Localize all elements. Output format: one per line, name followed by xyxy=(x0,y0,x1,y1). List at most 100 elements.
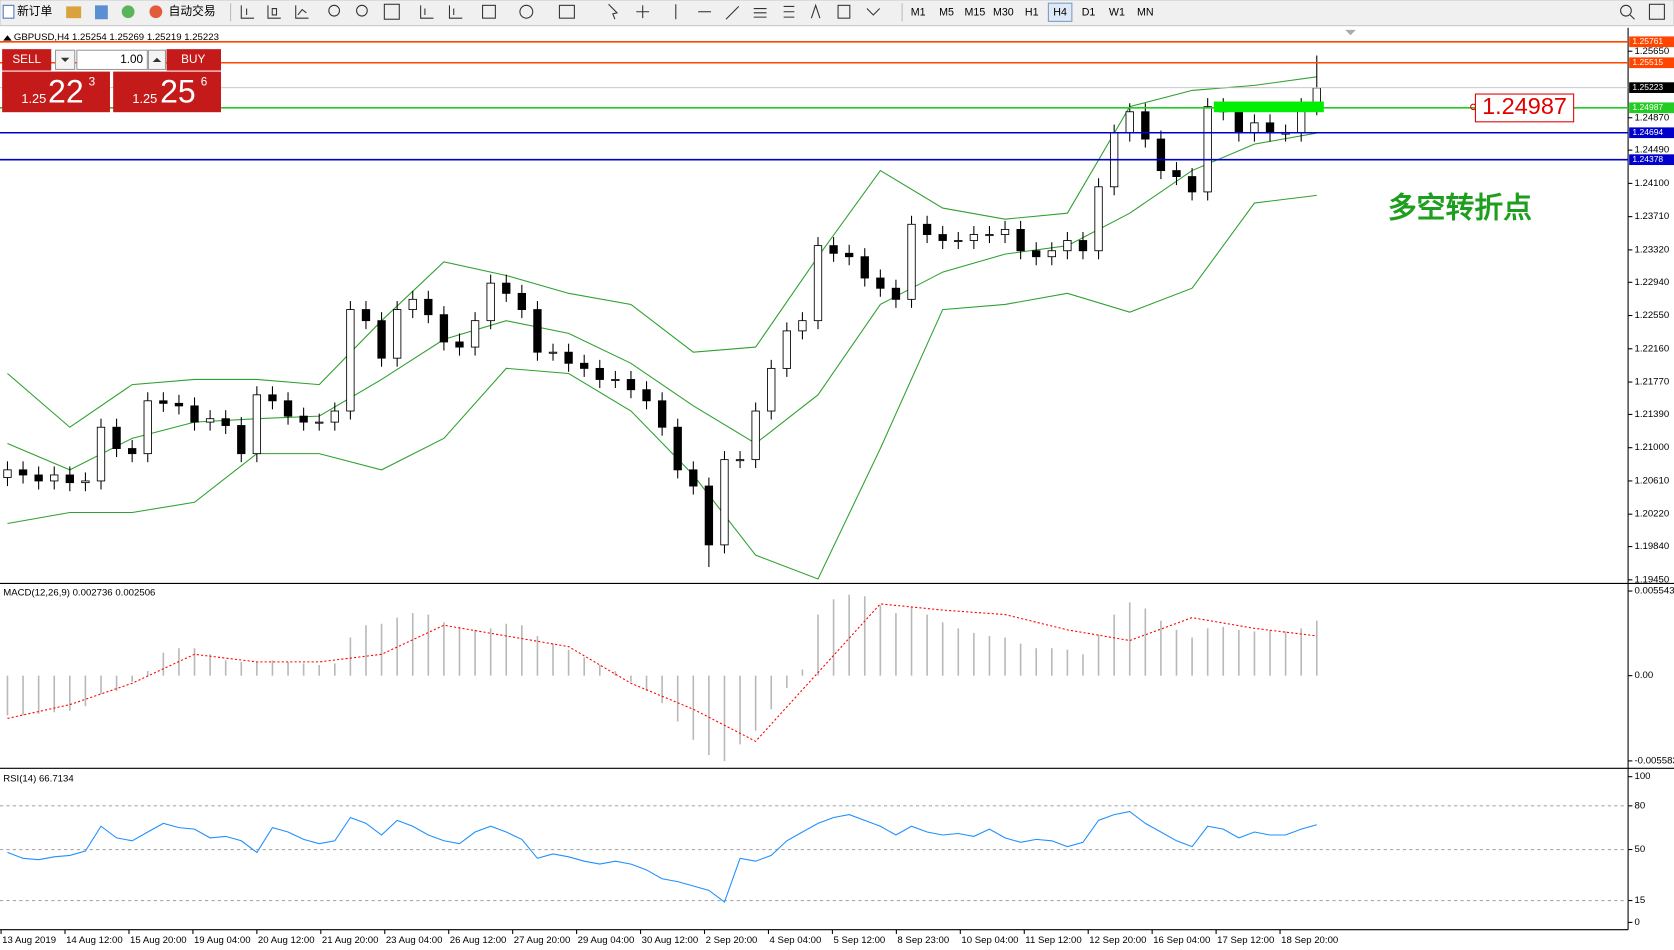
sell-price-pips: 22 xyxy=(48,73,84,109)
macd-bar xyxy=(692,675,695,740)
icon[interactable] xyxy=(295,5,309,19)
candle-body xyxy=(330,410,339,423)
buy-price-box[interactable] xyxy=(113,71,221,113)
macd-bar xyxy=(458,626,461,676)
candle-body xyxy=(502,282,511,294)
lot-field[interactable] xyxy=(76,49,148,70)
icon[interactable] xyxy=(240,5,255,19)
timeframe[interactable]: W1 xyxy=(1109,7,1125,19)
macd-bar xyxy=(505,623,508,676)
sell-label[interactable]: SELL xyxy=(12,53,41,66)
search-icon[interactable] xyxy=(1629,14,1635,20)
icon[interactable] xyxy=(725,6,740,20)
icon[interactable] xyxy=(636,5,650,19)
candle-body xyxy=(969,234,979,241)
icon[interactable] xyxy=(837,4,851,19)
icon[interactable] xyxy=(608,3,619,20)
timeframe[interactable]: H1 xyxy=(1025,7,1039,19)
macd-bar xyxy=(287,661,289,676)
auto-trade[interactable]: 自动交易 xyxy=(169,4,216,18)
timeframe[interactable]: M1 xyxy=(911,7,926,19)
macd-bar xyxy=(676,675,679,722)
time-label: 27 Aug 20:00 xyxy=(514,935,571,946)
y-tick-label: 100 xyxy=(1634,771,1650,782)
candle-body xyxy=(1203,106,1212,193)
icon[interactable] xyxy=(328,4,341,17)
candle-body xyxy=(767,367,776,412)
macd-bar xyxy=(863,596,866,676)
candle-body xyxy=(1187,176,1197,193)
plot xyxy=(0,40,1629,903)
icon[interactable] xyxy=(95,5,108,20)
timeframe[interactable]: D1 xyxy=(1082,7,1096,19)
candle-body xyxy=(424,298,433,316)
icon[interactable] xyxy=(558,4,575,19)
candle-body xyxy=(159,400,168,404)
macd-bar xyxy=(318,664,321,676)
icon[interactable] xyxy=(753,8,767,18)
macd-bar xyxy=(1097,634,1100,676)
icon[interactable] xyxy=(383,3,400,20)
macd-bar xyxy=(848,594,850,676)
time-label: 2 Sep 20:00 xyxy=(706,935,758,946)
macd-bar xyxy=(162,652,165,676)
timeframe[interactable]: M5 xyxy=(939,7,954,19)
timeframe[interactable]: H4 xyxy=(1053,7,1067,19)
icon[interactable] xyxy=(448,5,463,19)
icon[interactable] xyxy=(810,3,821,19)
buy-button[interactable] xyxy=(166,49,221,71)
icon[interactable] xyxy=(866,8,881,16)
y-tick-label: 0.00 xyxy=(1634,670,1653,681)
candle-body xyxy=(642,389,651,402)
icon[interactable] xyxy=(420,5,434,19)
candle-body xyxy=(283,400,293,417)
timeframe[interactable]: M30 xyxy=(993,7,1014,19)
candle-body xyxy=(954,240,963,243)
time-label: 16 Sep 04:00 xyxy=(1153,935,1210,946)
y-tick-label: 1.24100 xyxy=(1634,178,1669,189)
y-tick-label: 1.24490 xyxy=(1634,145,1669,156)
icon[interactable] xyxy=(783,5,795,18)
macd-bar xyxy=(739,675,741,745)
candle-body xyxy=(1234,111,1244,134)
icon[interactable] xyxy=(66,6,82,19)
macd-bar xyxy=(1082,654,1084,676)
time-label: 17 Sep 12:00 xyxy=(1217,935,1274,946)
candle-body xyxy=(1000,228,1010,235)
macd-bar xyxy=(614,671,617,676)
arrow xyxy=(60,57,70,62)
y-tick-label: 1.21770 xyxy=(1634,377,1669,388)
price-level-tag xyxy=(1629,82,1674,93)
price-level-tag xyxy=(1629,36,1674,48)
new-order[interactable]: 新订单 xyxy=(17,4,52,18)
icon[interactable] xyxy=(519,4,534,19)
icon[interactable] xyxy=(482,4,496,19)
candle-body xyxy=(315,421,324,424)
icon[interactable] xyxy=(149,5,163,19)
sell-price-box[interactable] xyxy=(2,71,110,113)
candle-body xyxy=(1032,250,1041,258)
macd-bar xyxy=(879,605,882,676)
macd-bar xyxy=(895,613,897,676)
timeframe[interactable]: MN xyxy=(1137,7,1154,19)
turning-zone xyxy=(1213,101,1324,113)
candle-body xyxy=(268,394,277,402)
macd-bar xyxy=(365,625,367,676)
candle-body xyxy=(112,426,121,449)
candle-body xyxy=(18,469,28,476)
lot-size[interactable]: 1.00 xyxy=(120,53,143,66)
timeframe[interactable]: M15 xyxy=(965,7,986,19)
settings-icon[interactable] xyxy=(1648,3,1665,20)
icon[interactable] xyxy=(267,5,281,19)
icon[interactable] xyxy=(121,5,135,19)
y-tick-label: 1.23320 xyxy=(1634,244,1669,255)
icon[interactable] xyxy=(356,4,368,17)
search-icon[interactable] xyxy=(1620,4,1632,17)
macd-bar xyxy=(271,660,274,676)
sell-button[interactable] xyxy=(2,49,52,71)
macd-bar xyxy=(1051,648,1053,676)
buy-label[interactable]: BUY xyxy=(181,53,205,66)
macd-bar xyxy=(754,675,757,731)
icon[interactable] xyxy=(2,4,15,19)
macd-bar xyxy=(1269,629,1271,676)
